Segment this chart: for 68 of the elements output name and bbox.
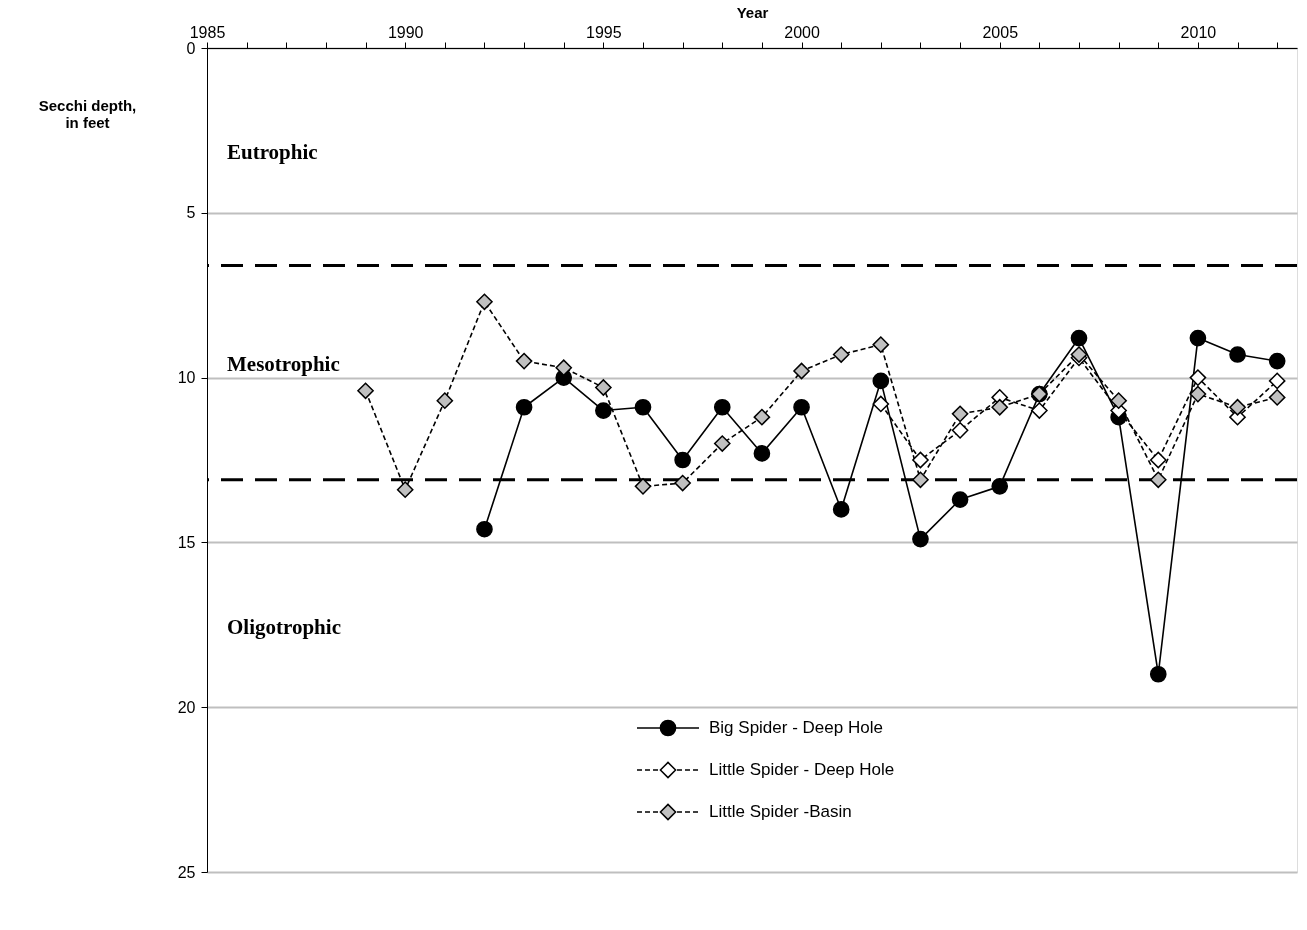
point [515, 398, 533, 416]
point [1268, 372, 1286, 390]
point [832, 501, 850, 518]
y-axis-title: Secchi depth, in feet [38, 96, 137, 131]
point [595, 402, 612, 419]
point [1268, 389, 1286, 406]
point [476, 520, 493, 538]
annotation: Eutrophic [227, 140, 318, 164]
x-tick-label: 2005 [982, 23, 1019, 41]
point [634, 398, 652, 416]
point [912, 451, 929, 469]
point [793, 398, 810, 416]
point [396, 481, 414, 498]
point [832, 346, 850, 363]
point [1229, 398, 1246, 416]
x-tick-label: 2000 [784, 23, 820, 41]
point [1070, 346, 1088, 363]
point [357, 382, 374, 400]
point [555, 359, 573, 377]
y-tick-label: 15 [177, 533, 196, 551]
y-tick-label: 20 [177, 698, 196, 716]
point [713, 435, 731, 452]
point [753, 408, 771, 426]
x-axis-title: Year [736, 3, 769, 21]
point [595, 379, 612, 396]
point [1268, 352, 1286, 370]
point [872, 372, 890, 390]
point [951, 491, 969, 508]
point [1070, 329, 1088, 347]
y-tick-label: 10 [177, 369, 196, 387]
point [793, 362, 810, 380]
point [1031, 402, 1048, 419]
legend-label: Little Spider -Basin [709, 802, 852, 821]
point [912, 471, 929, 489]
point [1229, 346, 1246, 363]
point [674, 451, 691, 469]
point [872, 395, 890, 413]
point [872, 336, 890, 353]
point [912, 530, 929, 548]
point [436, 392, 454, 409]
annotation: Oligotrophic [227, 615, 341, 639]
point [1149, 451, 1167, 469]
point [951, 405, 969, 423]
point [991, 478, 1009, 495]
point [713, 398, 731, 416]
point [634, 478, 652, 495]
point [951, 422, 969, 439]
x-tick-label: 2010 [1180, 23, 1217, 41]
point [1110, 392, 1127, 409]
point [476, 293, 493, 311]
annotation: Mesotrophic [227, 352, 340, 376]
point [1149, 471, 1167, 489]
point [753, 445, 771, 462]
point [515, 352, 533, 370]
y-tick-label: 25 [177, 863, 196, 881]
x-tick-label: 1995 [586, 23, 622, 41]
x-tick-label: 1985 [189, 23, 226, 41]
point [1189, 385, 1207, 403]
y-tick-label: 5 [186, 204, 196, 222]
point [1149, 665, 1167, 683]
point [1189, 329, 1207, 347]
x-tick-label: 1990 [387, 23, 424, 41]
legend-label: Little Spider - Deep Hole [709, 760, 895, 779]
point [991, 398, 1009, 416]
y-tick-label: 0 [186, 39, 196, 57]
point [674, 474, 691, 492]
point [1189, 369, 1207, 386]
legend-label: Big Spider - Deep Hole [709, 718, 883, 737]
